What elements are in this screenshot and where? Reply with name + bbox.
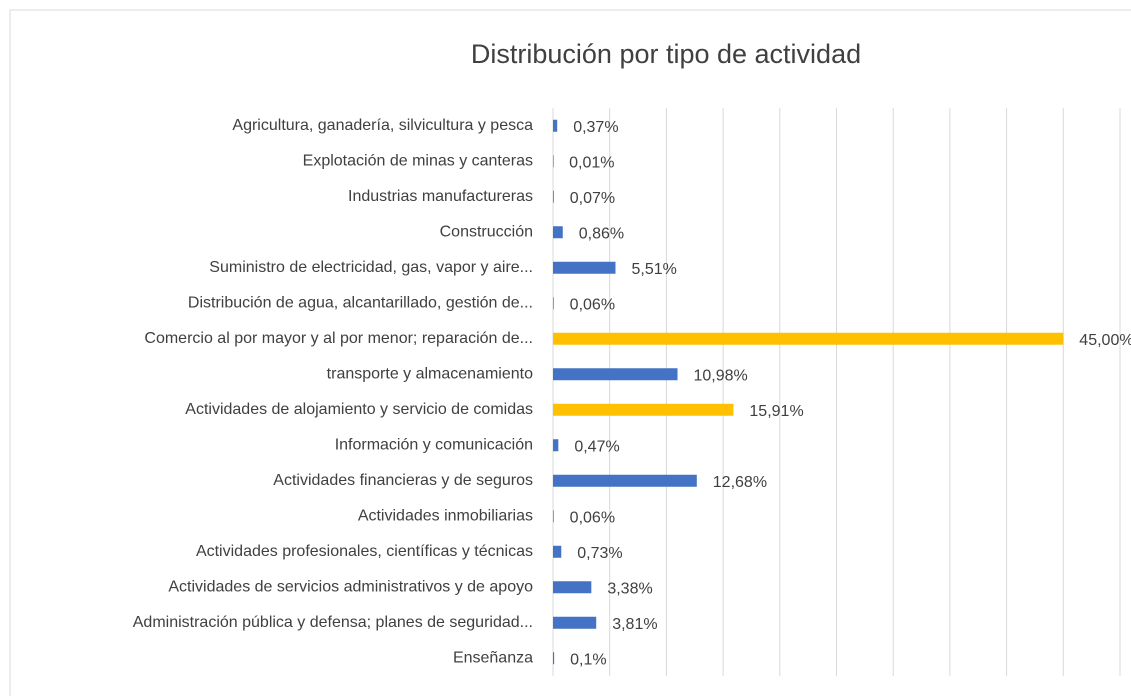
data-label: 5,51% [631,261,676,278]
y-tick-label: transporte y almacenamiento [327,365,533,382]
y-tick-label: Administración pública y defensa; planes… [133,614,533,631]
bar [553,155,554,168]
data-label: 3,38% [607,580,652,597]
y-tick-label: Explotación de minas y canteras [303,152,533,169]
bar [553,403,734,416]
bar [553,190,554,203]
y-tick-label: Distribución de agua, alcantarillado, ge… [188,294,533,311]
y-tick-label: Información y comunicación [335,436,533,453]
y-tick-label: Industrias manufactureras [348,188,533,205]
bar [553,510,554,523]
data-label: 45,00% [1079,332,1131,349]
bar [553,368,678,381]
bar [553,297,554,310]
y-tick-label: Actividades inmobiliarias [358,507,533,524]
bar [553,652,555,665]
y-tick-label: Enseñanza [453,649,533,666]
bar [553,616,597,629]
y-tick-label: Actividades de alojamiento y servicio de… [185,401,533,418]
y-tick-label: Actividades financieras y de seguros [273,472,533,489]
y-tick-label: Actividades de servicios administrativos… [168,578,533,595]
data-label: 0,47% [574,438,619,455]
data-label: 10,98% [694,367,748,384]
bar [553,226,563,239]
data-label: 0,06% [570,296,615,313]
bar [553,581,592,594]
y-tick-label: Suministro de electricidad, gas, vapor y… [209,259,533,276]
data-label: 3,81% [612,616,657,633]
data-label: 0,06% [570,509,615,526]
bar [553,261,616,274]
y-tick-label: Agricultura, ganadería, silvicultura y p… [232,117,533,134]
y-tick-label: Comercio al por mayor y al por menor; re… [144,330,533,347]
data-label: 0,1% [570,651,606,668]
bar [553,545,562,558]
data-label: 0,86% [579,225,624,242]
data-label: 15,91% [749,403,803,420]
bar [553,119,558,132]
y-tick-label: Actividades profesionales, científicas y… [196,543,533,560]
data-label: 12,68% [713,474,767,491]
data-label: 0,01% [569,154,614,171]
data-label: 0,73% [577,545,622,562]
bar [553,332,1064,345]
bar [553,439,559,452]
y-tick-label: Construcción [440,223,533,240]
data-label: 0,37% [573,119,618,136]
bar [553,474,697,487]
chart-title: Distribución por tipo de actividad [471,39,861,69]
data-label: 0,07% [570,190,615,207]
